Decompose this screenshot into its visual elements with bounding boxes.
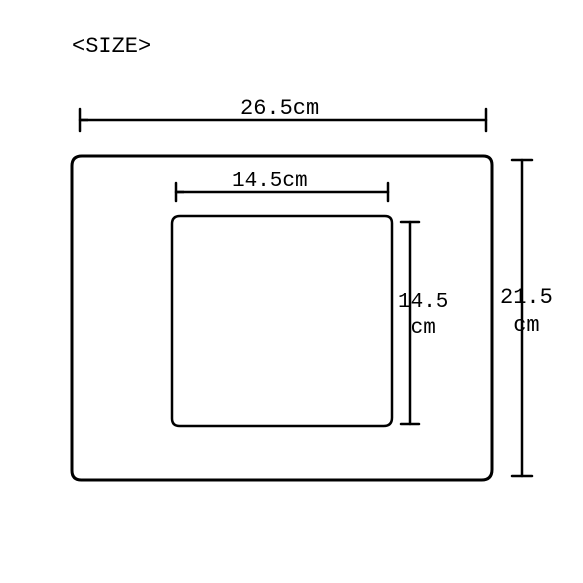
label-inner-height: 14.5 cm (398, 290, 448, 343)
label-inner-width: 14.5cm (232, 170, 308, 193)
label-inner-height-num: 14.5 (398, 291, 448, 314)
label-outer-height-num: 21.5 (500, 285, 553, 310)
label-outer-width: 26.5cm (240, 96, 319, 121)
label-inner-height-unit: cm (411, 317, 436, 340)
label-outer-height: 21.5 cm (500, 284, 553, 339)
size-diagram: <SIZE> 26.5cm 14.5cm 21.5 cm 14.5 cm (0, 0, 583, 583)
label-outer-height-unit: cm (513, 313, 539, 338)
diagram-svg (0, 0, 583, 583)
inner-rect (172, 216, 392, 426)
